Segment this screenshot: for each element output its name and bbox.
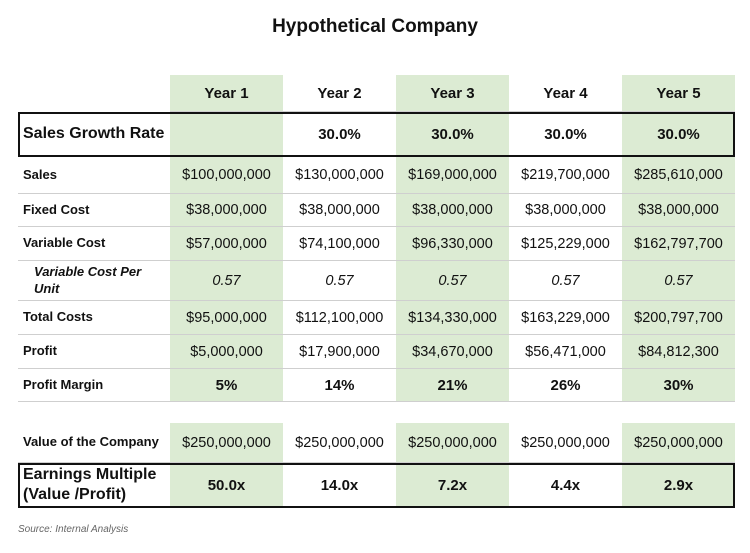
row-label: Variable Cost: [18, 227, 170, 261]
cell: 14.0x: [283, 463, 396, 508]
row-label: Variable Cost Per Unit: [18, 261, 170, 301]
cell: 4.4x: [509, 463, 622, 508]
cell: $38,000,000: [509, 194, 622, 227]
cell: 0.57: [622, 261, 735, 301]
cell: $250,000,000: [396, 423, 509, 463]
cell: $125,229,000: [509, 227, 622, 261]
cell: $38,000,000: [396, 194, 509, 227]
cell: $38,000,000: [283, 194, 396, 227]
row-label: Sales: [18, 157, 170, 194]
cell: $38,000,000: [622, 194, 735, 227]
column-header: Year 1: [170, 75, 283, 112]
cell: $163,229,000: [509, 301, 622, 335]
cell: $96,330,000: [396, 227, 509, 261]
cell: $250,000,000: [283, 423, 396, 463]
cell: 21%: [396, 369, 509, 402]
cell: 2.9x: [622, 463, 735, 508]
cell: 26%: [509, 369, 622, 402]
row-label: Profit: [18, 335, 170, 369]
cell: $162,797,700: [622, 227, 735, 261]
cell: $169,000,000: [396, 157, 509, 194]
cell: $200,797,700: [622, 301, 735, 335]
column-header: Year 3: [396, 75, 509, 112]
cell: $57,000,000: [170, 227, 283, 261]
row-label: Fixed Cost: [18, 194, 170, 227]
row-label: Total Costs: [18, 301, 170, 335]
cell: $250,000,000: [622, 423, 735, 463]
cell: 30.0%: [396, 112, 509, 157]
cell: 7.2x: [396, 463, 509, 508]
row-label: Profit Margin: [18, 369, 170, 402]
cell: $56,471,000: [509, 335, 622, 369]
cell: $17,900,000: [283, 335, 396, 369]
cell: 30.0%: [283, 112, 396, 157]
column-header: Year 2: [283, 75, 396, 112]
row-label: Earnings Multiple (Value /Profit): [18, 463, 170, 508]
row-label: Value of the Company: [18, 423, 170, 463]
cell: 30%: [622, 369, 735, 402]
column-header: Year 4: [509, 75, 622, 112]
cell: $34,670,000: [396, 335, 509, 369]
cell: $130,000,000: [283, 157, 396, 194]
cell: $250,000,000: [170, 423, 283, 463]
cell: 0.57: [509, 261, 622, 301]
cell: 50.0x: [170, 463, 283, 508]
row-label: Sales Growth Rate: [18, 112, 170, 157]
cell: 0.57: [283, 261, 396, 301]
cell: 0.57: [396, 261, 509, 301]
cell: $95,000,000: [170, 301, 283, 335]
cell: 0.57: [170, 261, 283, 301]
cell: $74,100,000: [283, 227, 396, 261]
column-header: Year 5: [622, 75, 735, 112]
source: Source: Internal Analysis: [18, 524, 129, 535]
title: Hypothetical Company: [272, 16, 478, 37]
cell: $5,000,000: [170, 335, 283, 369]
cell: $84,812,300: [622, 335, 735, 369]
cell: $38,000,000: [170, 194, 283, 227]
cell: $112,100,000: [283, 301, 396, 335]
cell: 5%: [170, 369, 283, 402]
cell: $100,000,000: [170, 157, 283, 194]
cell: 30.0%: [509, 112, 622, 157]
cell: [170, 112, 283, 157]
cell: $250,000,000: [509, 423, 622, 463]
cell: $285,610,000: [622, 157, 735, 194]
cell: $134,330,000: [396, 301, 509, 335]
cell: 30.0%: [622, 112, 735, 157]
cell: $219,700,000: [509, 157, 622, 194]
cell: 14%: [283, 369, 396, 402]
